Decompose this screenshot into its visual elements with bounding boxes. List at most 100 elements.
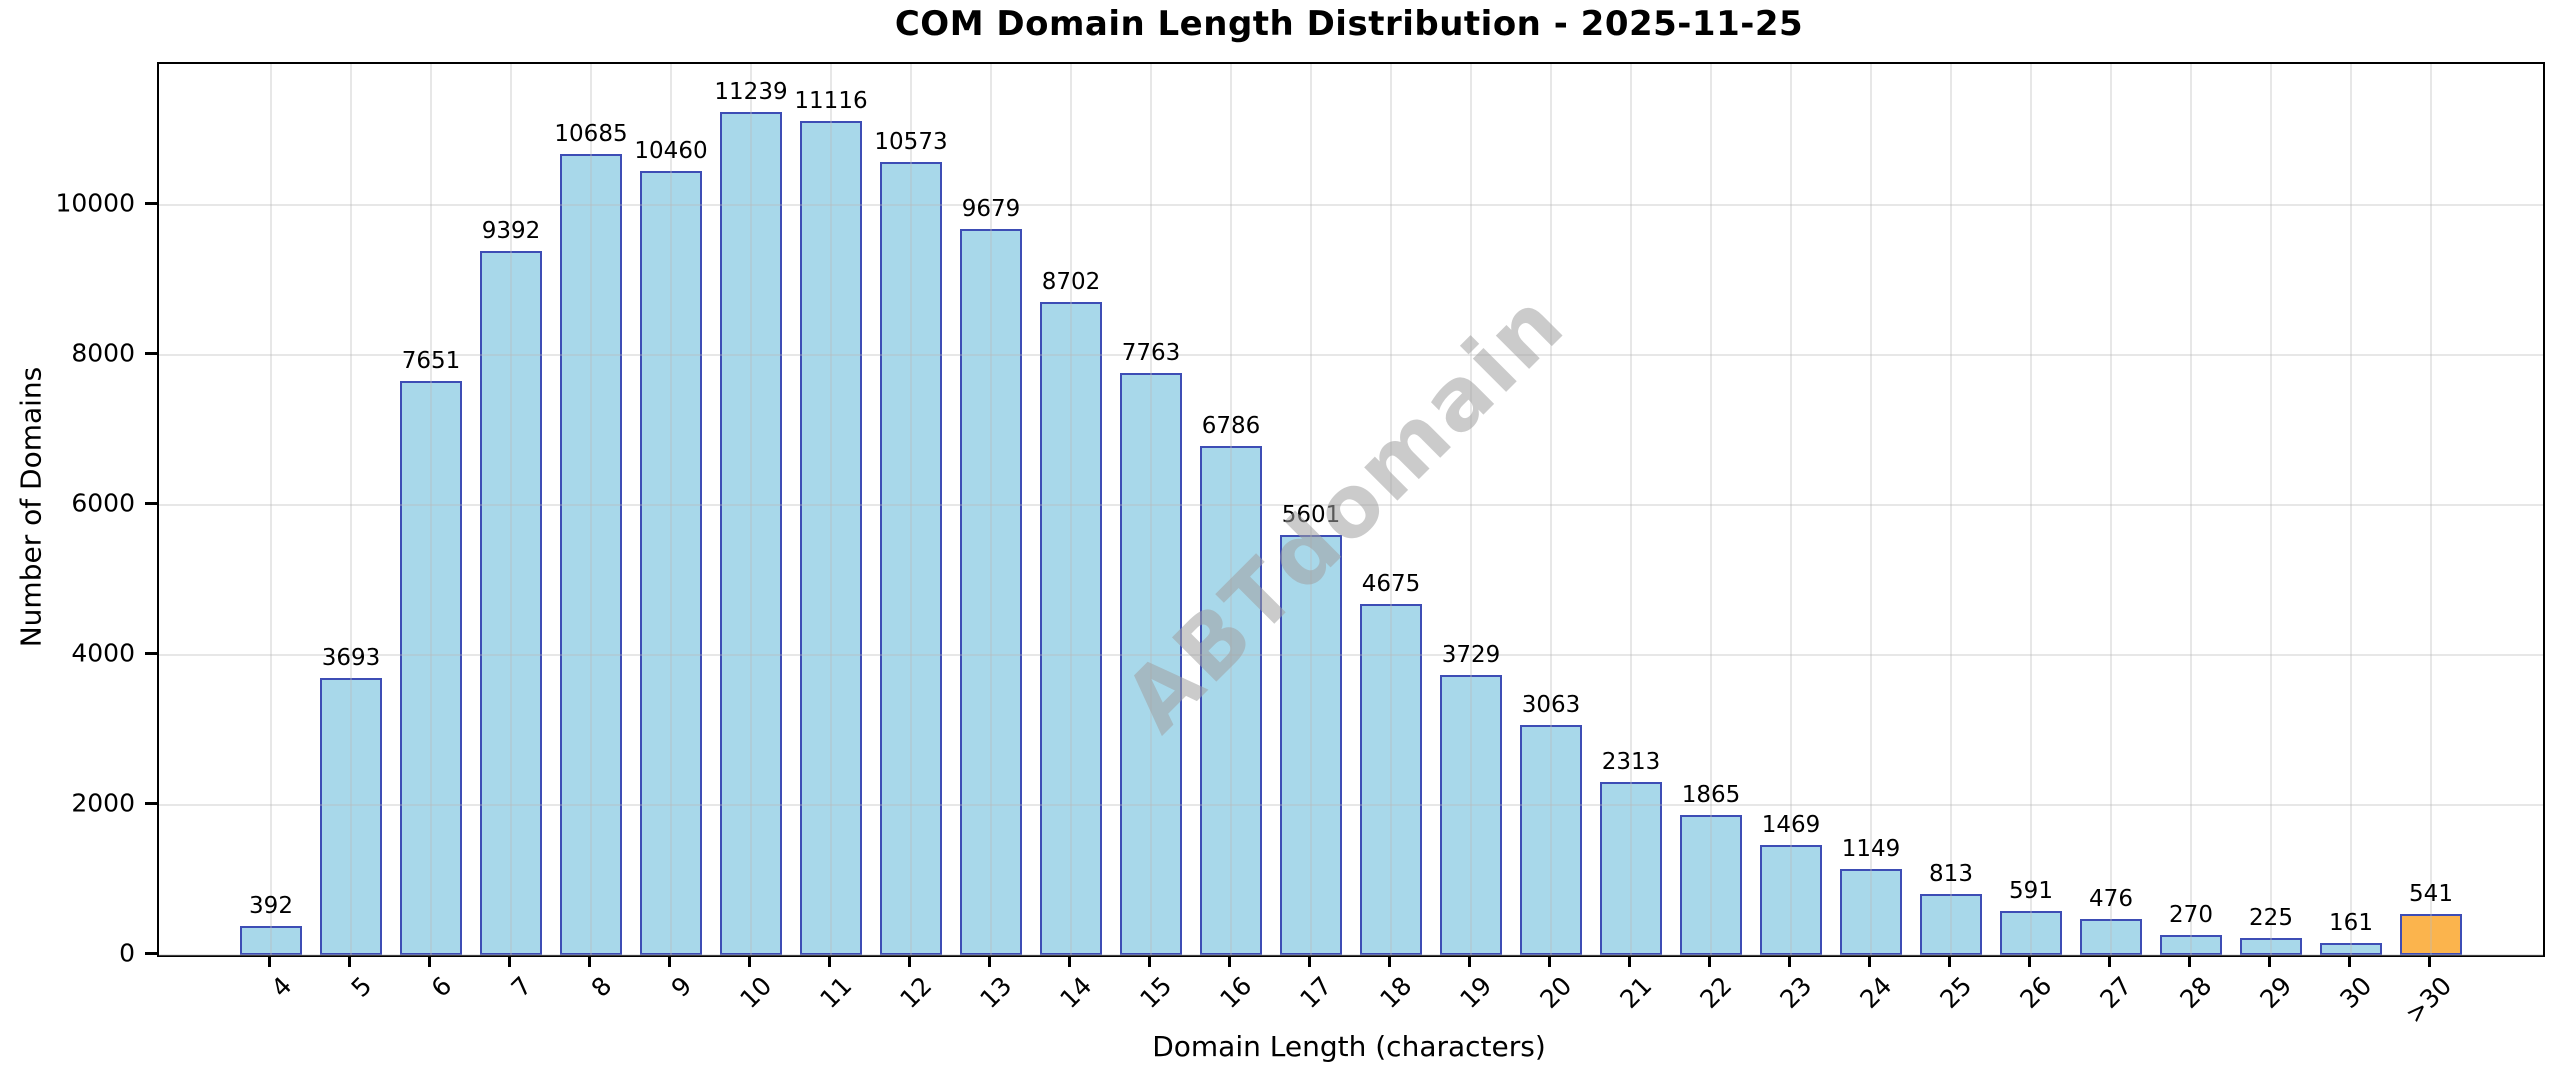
bar (1040, 302, 1102, 955)
h-gridline (159, 954, 2543, 956)
bar (1600, 781, 1662, 955)
y-tick-mark (145, 201, 157, 205)
v-gridline (1230, 64, 1232, 955)
v-gridline (670, 64, 672, 955)
x-tick-mark (347, 955, 351, 967)
x-tick-label: 26 (2014, 971, 2058, 1015)
x-tick-label: 12 (894, 971, 938, 1015)
h-gridline (159, 354, 2543, 356)
x-tick-mark (1227, 955, 1231, 967)
bar-value-label: 1149 (1841, 835, 1901, 862)
v-gridline (1470, 64, 1472, 955)
x-tick-mark (2267, 955, 2271, 967)
bar-value-label: 5601 (1281, 501, 1341, 528)
x-tick-mark (1707, 955, 1711, 967)
bar (1440, 675, 1502, 955)
bar-value-label: 225 (2249, 905, 2293, 932)
v-gridline (510, 64, 512, 955)
bar (2400, 914, 2462, 955)
bar-value-label: 591 (2009, 877, 2053, 904)
h-gridline (159, 504, 2543, 506)
x-tick-label: 25 (1934, 971, 1978, 1015)
v-gridline (2270, 64, 2272, 955)
bar-value-label: 10460 (634, 137, 708, 164)
x-tick-mark (267, 955, 271, 967)
bar-value-label: 813 (1929, 861, 1973, 888)
x-tick-mark (1147, 955, 1151, 967)
y-axis-title: Number of Domains (14, 366, 48, 648)
bar (1680, 815, 1742, 955)
bar (2000, 910, 2062, 955)
bar (2160, 934, 2222, 955)
x-tick-label: 10 (734, 971, 778, 1015)
bar-value-label: 541 (2409, 881, 2453, 908)
x-tick-mark (1467, 955, 1471, 967)
x-tick-label: 23 (1774, 971, 1818, 1015)
bar (1920, 894, 1982, 955)
x-axis-title: Domain Length (characters) (1152, 1030, 1546, 1063)
x-tick-mark (1787, 955, 1791, 967)
y-tick-label: 8000 (71, 338, 135, 368)
x-tick-label: 7 (505, 971, 538, 1003)
h-gridline (159, 654, 2543, 656)
bar (800, 121, 862, 955)
bar-value-label: 3729 (1441, 642, 1501, 669)
x-tick-label: 13 (974, 971, 1018, 1015)
bar (1120, 372, 1182, 955)
v-gridline (2110, 64, 2112, 955)
bar-value-label: 3693 (321, 645, 381, 672)
v-gridline (2190, 64, 2192, 955)
bar (2320, 942, 2382, 955)
bar (2240, 938, 2302, 955)
x-tick-mark (1867, 955, 1871, 967)
x-tick-label: 16 (1214, 971, 1258, 1015)
x-tick-mark (987, 955, 991, 967)
v-gridline (270, 64, 272, 955)
v-gridline (990, 64, 992, 955)
x-tick-label: 5 (345, 971, 378, 1003)
bar-value-label: 10573 (874, 129, 948, 156)
v-gridline (1870, 64, 1872, 955)
v-gridline (1310, 64, 1312, 955)
y-tick-mark (145, 951, 157, 955)
y-tick-mark (145, 501, 157, 505)
x-tick-mark (1947, 955, 1951, 967)
bar (640, 170, 702, 955)
chart-title: COM Domain Length Distribution - 2025-11… (894, 4, 1804, 44)
bar-value-label: 9392 (481, 217, 541, 244)
x-tick-label: 21 (1614, 971, 1658, 1015)
v-gridline (1630, 64, 1632, 955)
bar-value-label: 476 (2089, 886, 2133, 913)
bar-value-label: 8702 (1041, 269, 1101, 296)
v-gridline (1150, 64, 1152, 955)
bar-value-label: 270 (2169, 901, 2213, 928)
bar-value-label: 1469 (1761, 811, 1821, 838)
bar (880, 162, 942, 955)
v-gridline (910, 64, 912, 955)
x-tick-label: >30 (2399, 971, 2458, 1029)
v-gridline (1790, 64, 1792, 955)
bar (480, 250, 542, 955)
x-tick-label: 18 (1374, 971, 1418, 1015)
x-tick-label: 28 (2174, 971, 2218, 1015)
y-tick-label: 2000 (71, 788, 135, 818)
v-gridline (2430, 64, 2432, 955)
bar (2080, 919, 2142, 955)
bar-value-label: 4675 (1361, 571, 1421, 598)
v-gridline (1710, 64, 1712, 955)
x-tick-mark (1307, 955, 1311, 967)
x-tick-mark (427, 955, 431, 967)
x-tick-label: 24 (1854, 971, 1898, 1015)
plot-area: 392 3693 7651 9392 10685 10460 11239 11116 10573… (157, 62, 2545, 957)
x-tick-mark (827, 955, 831, 967)
y-tick-mark (145, 801, 157, 805)
x-tick-mark (1627, 955, 1631, 967)
x-tick-mark (1067, 955, 1071, 967)
x-tick-mark (1547, 955, 1551, 967)
x-tick-label: 22 (1694, 971, 1738, 1015)
x-tick-mark (507, 955, 511, 967)
bar (1840, 868, 1902, 955)
x-tick-mark (2027, 955, 2031, 967)
y-tick-mark (145, 351, 157, 355)
x-tick-label: 30 (2334, 971, 2378, 1015)
